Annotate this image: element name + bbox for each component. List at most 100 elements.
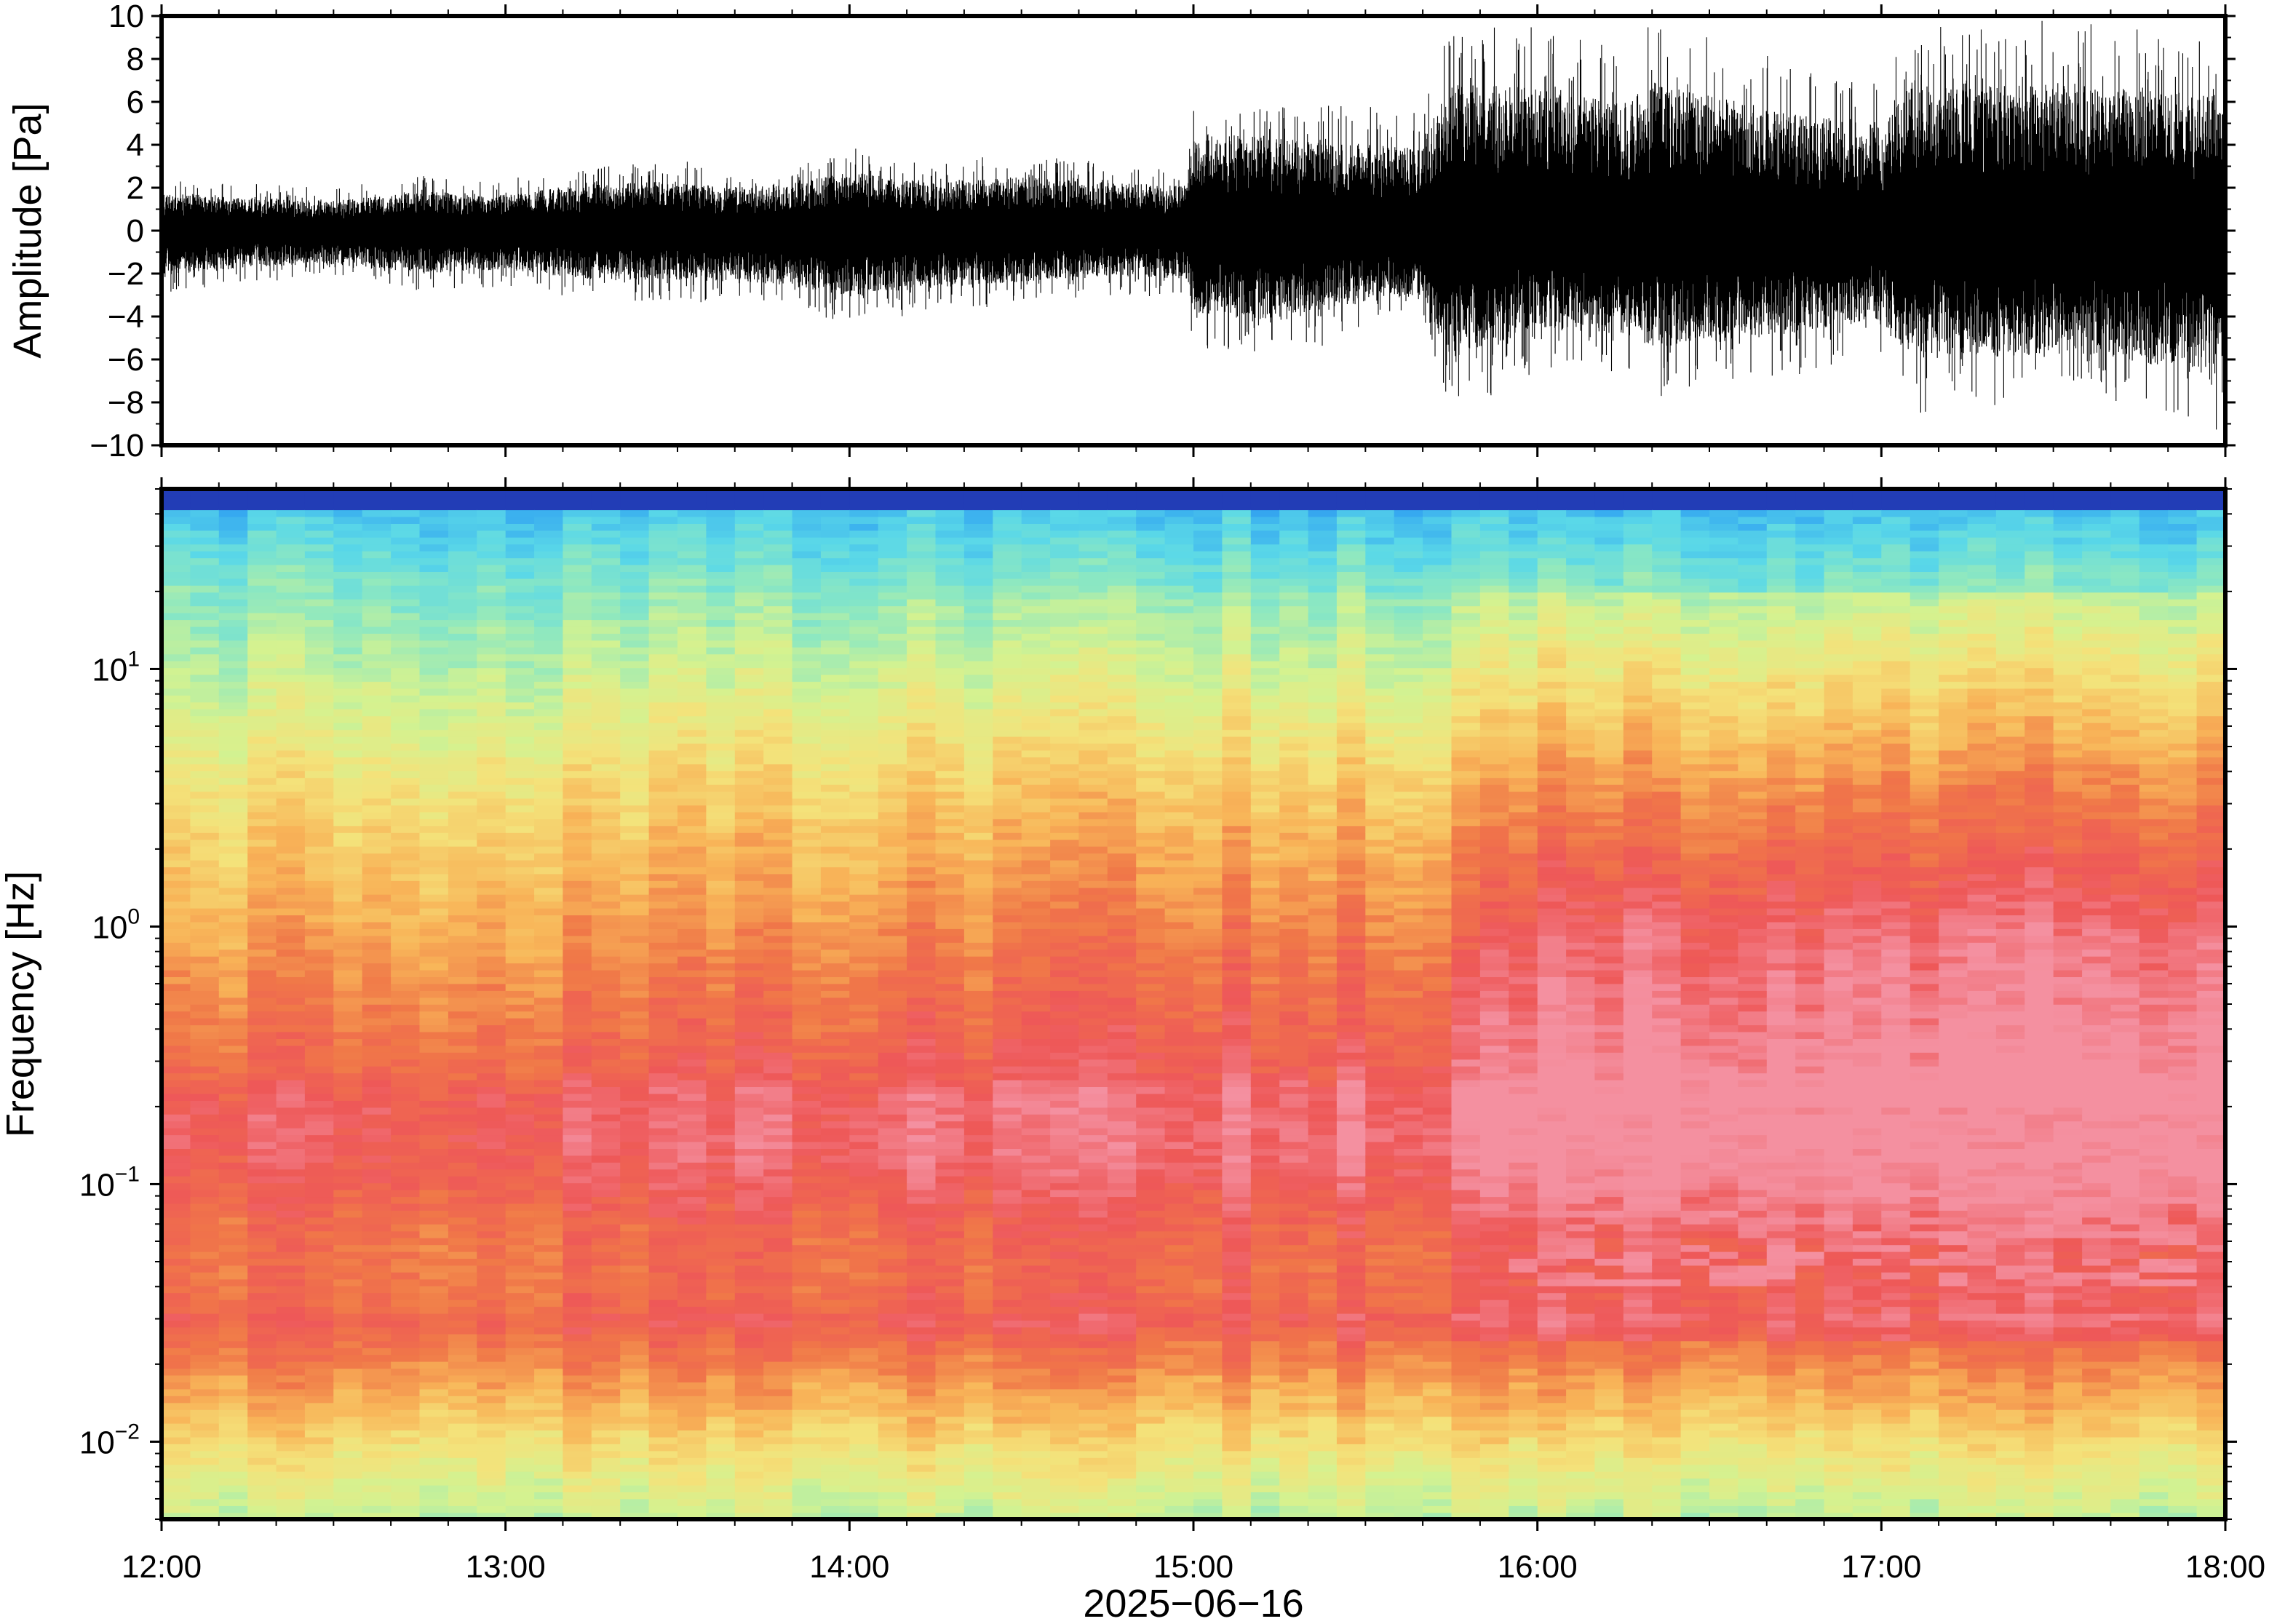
spectrogram-cell [677, 1272, 707, 1280]
spectrogram-cell [362, 1244, 392, 1252]
spectrogram-cell [534, 1368, 564, 1376]
spectrogram-cell [477, 612, 506, 621]
spectrogram-cell [734, 701, 764, 709]
spectrogram-cell [734, 915, 764, 923]
spectrogram-cell [218, 661, 248, 669]
spectrogram-cell [276, 1409, 306, 1417]
spectrogram-cell [1021, 928, 1051, 936]
spectrogram-cell [1021, 537, 1051, 545]
spectrogram-cell [935, 1272, 965, 1280]
spectrogram-cell [162, 585, 191, 593]
spectrogram-cell [820, 1162, 851, 1170]
spectrogram-cell [648, 1464, 678, 1472]
spectrogram-cell [648, 571, 678, 579]
spectrogram-cell [620, 1382, 650, 1390]
spectrogram-cell [276, 1189, 306, 1198]
spectrogram-cell [419, 1320, 449, 1328]
spectrogram-cell [190, 797, 220, 805]
spectrogram-cell [190, 1265, 220, 1273]
spectrogram-cell [907, 661, 937, 669]
spectrogram-cell [878, 1505, 907, 1513]
spectrogram-cell [247, 928, 277, 936]
spectrogram-cell [162, 976, 191, 984]
spectrogram-cell [734, 626, 764, 634]
spectrogram-cell [993, 530, 1022, 538]
spectrogram-cell [247, 763, 277, 771]
spectrogram-cell [1050, 1155, 1080, 1163]
spectrogram-cell [935, 578, 965, 586]
spectrogram-cell [878, 942, 907, 950]
spectrogram-cell [190, 647, 220, 655]
spectrogram-cell [792, 688, 822, 696]
spectrogram-cell [963, 894, 994, 902]
spectrogram-cell [1078, 1127, 1108, 1136]
spectrogram-cell [1021, 771, 1051, 779]
spectrogram-cell [907, 1444, 937, 1452]
spectrogram-cell [218, 619, 248, 627]
spectrogram-cell [304, 1196, 335, 1204]
spectrogram-cell [1050, 1340, 1080, 1348]
spectrogram-cell [963, 502, 994, 511]
spectrogram-cell [505, 805, 535, 813]
spectrogram-cell [304, 887, 335, 895]
spectrogram-cell [849, 1422, 879, 1430]
spectrogram-cell [419, 819, 449, 827]
spectrogram-cell [391, 819, 421, 827]
spectrogram-cell [448, 811, 478, 819]
spectrogram-cell [247, 701, 277, 709]
spectrogram-cell [935, 1251, 965, 1259]
spectrogram-cell [792, 1334, 822, 1342]
spectrogram-cell [276, 859, 306, 867]
spectrogram-cell [448, 736, 478, 744]
spectrogram-cell [734, 619, 764, 627]
spectrogram-cell [591, 777, 621, 785]
spectrogram-cell [763, 901, 793, 909]
spectrogram-cell [534, 688, 564, 696]
spectrogram-cell [620, 1374, 650, 1382]
spectrogram-cell [534, 1121, 564, 1129]
spectrogram-cell [247, 1361, 277, 1369]
spectrogram-cell [563, 1457, 592, 1465]
spectrogram-cell [333, 1196, 363, 1204]
spectrogram-cell [734, 1017, 764, 1026]
spectrogram-cell [935, 509, 965, 517]
spectrogram-cell [190, 1210, 220, 1218]
spectrogram-cell [448, 626, 478, 634]
spectrogram-cell [162, 901, 191, 909]
spectrogram-cell [963, 1196, 994, 1204]
spectrogram-cell [276, 880, 306, 888]
spectrogram-cell [247, 1134, 277, 1142]
spectrogram-cell [963, 1045, 994, 1053]
spectrogram-cell [505, 1265, 535, 1273]
spectrogram-cell [162, 661, 191, 669]
spectrogram-cell [677, 757, 707, 765]
spectrogram-cell [792, 1017, 822, 1026]
spectrogram-cell [677, 907, 707, 915]
spectrogram-cell [677, 771, 707, 779]
spectrogram-cell [677, 1072, 707, 1080]
spectrogram-cell [218, 653, 248, 661]
spectrogram-cell [878, 928, 907, 936]
spectrogram-cell [362, 1409, 392, 1417]
spectrogram-cell [162, 1169, 191, 1177]
spectrogram-cell [276, 1148, 306, 1156]
spectrogram-cell [1050, 1024, 1080, 1032]
spectrogram-cell [304, 1017, 335, 1026]
spectrogram-cell [276, 1340, 306, 1348]
spectrogram-cell [333, 1313, 363, 1321]
spectrogram-cell [963, 880, 994, 888]
spectrogram-cell [1021, 777, 1051, 785]
spectrogram-cell [276, 667, 306, 675]
spectrogram-cell [362, 626, 392, 634]
spectrogram-cell [304, 626, 335, 634]
spectrogram-cell [792, 723, 822, 731]
spectrogram-cell [591, 1299, 621, 1307]
spectrogram-cell [763, 949, 793, 957]
spectrogram-cell [162, 1492, 191, 1500]
spectrogram-cell [1050, 1031, 1080, 1039]
spectrogram-cell [190, 1155, 220, 1163]
spectrogram-cell [734, 935, 764, 943]
spectrogram-cell [706, 928, 736, 936]
spectrogram-cell [247, 1326, 277, 1334]
spectrogram-cell [304, 1189, 335, 1198]
